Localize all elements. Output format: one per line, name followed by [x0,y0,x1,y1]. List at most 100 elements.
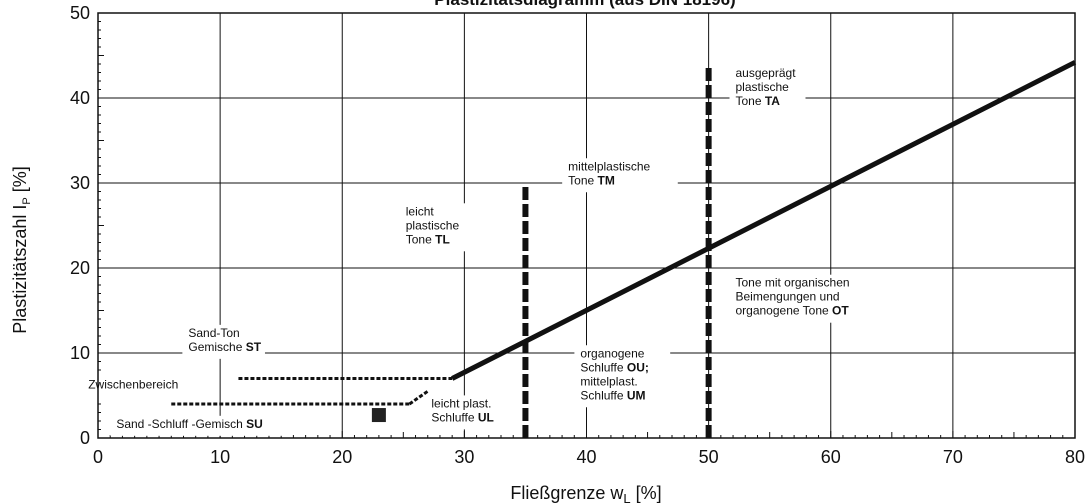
x-tick-label: 10 [210,447,230,467]
x-axis-label: Fließgrenze wL [%] [510,483,661,503]
region-label-text: plastische [735,80,789,94]
region-label-line: leicht [406,204,435,218]
region-label-text: Sand -Schluff -Gemisch [116,417,246,431]
y-tick-label: 0 [80,428,90,448]
region-label-text: Sand-Ton [188,326,239,340]
x-axis-label-main: Fließgrenze w [510,483,624,503]
y-axis-label-main: Plastizitätszahl I [10,205,30,334]
x-tick-label: 20 [332,447,352,467]
region-label-line: mittelplastische [568,159,650,173]
region-label-text: Tone mit organischen [735,276,849,290]
region-label-bg [729,274,879,323]
region-label-text: mittelplast. [580,374,637,388]
region-label-text: plastische [406,218,460,232]
x-tick-label: 80 [1065,447,1085,467]
region-code: UM [627,388,646,402]
region-label-line: Schluffe OU; [580,360,648,374]
region-label-bg [425,395,522,430]
region-label-bg [399,203,476,252]
region-label-line: Tone TM [568,173,615,187]
y-axis-label-unit: [%] [10,166,30,197]
y-tick-label: 50 [70,3,90,23]
region-label-bg [82,376,192,397]
y-tick-label: 40 [70,88,90,108]
region-label-line: Beimengungen und [735,290,839,304]
x-tick-label: 0 [93,447,103,467]
region-label-bg [574,345,671,408]
x-tick-label: 40 [576,447,596,467]
y-tick-label: 30 [70,173,90,193]
region-label-bg [562,158,678,193]
a-line-group [451,60,1077,381]
y-axis-label: Plastizitätszahl IP [%] [10,166,33,333]
region-label-line: leicht plast. [431,396,491,410]
region-label-text: ausgeprägt [735,66,796,80]
region-label-text: mittelplastische [568,159,650,173]
point-marker [371,408,386,423]
region-label-text: leicht [406,204,435,218]
region-code: UL [478,410,494,424]
region-label-line: Schluffe UM [580,388,645,402]
region-label-line: organogene [580,346,644,360]
plot-frame [97,12,1076,439]
x-tick-label: 50 [699,447,719,467]
region-label-line: plastische [406,218,460,232]
y-tick-label: 10 [70,343,90,363]
x-axis-label-unit: [%] [631,483,662,503]
x-axis-label-sub: L [623,491,630,503]
dashed-boundary-segment [408,390,429,406]
region-label-text: Schluffe [431,410,477,424]
region-label-line: mittelplast. [580,374,637,388]
region-label-line: ausgeprägt [735,66,796,80]
region-code: OU; [627,360,649,374]
x-tick-label: 30 [454,447,474,467]
region-label-line: plastische [735,80,789,94]
chart-title: Plastizitätsdiagramm (aus DIN 18196) [434,0,735,9]
region-label-bg [110,415,292,436]
region-label-line: Tone TA [735,94,780,108]
x-tick-label: 70 [943,447,963,467]
region-label-text: Tone [406,232,435,246]
region-label-line: Zwischenbereich [88,378,178,392]
region-label-bg [729,64,806,113]
region-label-text: organogene [580,346,644,360]
region-label-line: organogene Tone OT [735,304,849,318]
region-label-text: Beimengungen und [735,290,839,304]
region-label-text: Schluffe [580,360,626,374]
x-tick-labels: 0 10 20 30 40 50 60 70 80 [93,447,1085,467]
y-tick-label: 20 [70,258,90,278]
region-code: TM [598,173,615,187]
region-code: TA [765,94,780,108]
region-label-line: Tone TL [406,232,450,246]
region-label-text: Tone [568,173,597,187]
region-code: OT [832,304,849,318]
a-line [451,60,1077,381]
region-label-text: leicht plast. [431,396,491,410]
y-axis-label-sub: P [21,197,33,204]
region-label: leicht plast.Schluffe UL [425,395,522,430]
region-label-line: Tone mit organischen [735,276,849,290]
region-label-text: Schluffe [580,388,626,402]
region-label-text: Tone [735,94,764,108]
region-label-line: Gemische ST [188,340,261,354]
region-label-line: Sand -Schluff -Gemisch SU [116,417,263,431]
region-label-line: Sand-Ton [188,326,239,340]
region-label: Sand -Schluff -Gemisch SU [110,415,292,436]
region-label-text: Gemische [188,340,245,354]
region-label-text: Zwischenbereich [88,378,178,392]
x-tick-label: 60 [821,447,841,467]
region-label: Zwischenbereich [82,376,192,397]
region-label-line: Schluffe UL [431,410,493,424]
region-label-bg [182,324,265,359]
y-tick-labels: 0 10 20 30 40 50 [70,3,90,448]
region-label-text: organogene Tone [735,304,832,318]
region-code: ST [246,340,262,354]
